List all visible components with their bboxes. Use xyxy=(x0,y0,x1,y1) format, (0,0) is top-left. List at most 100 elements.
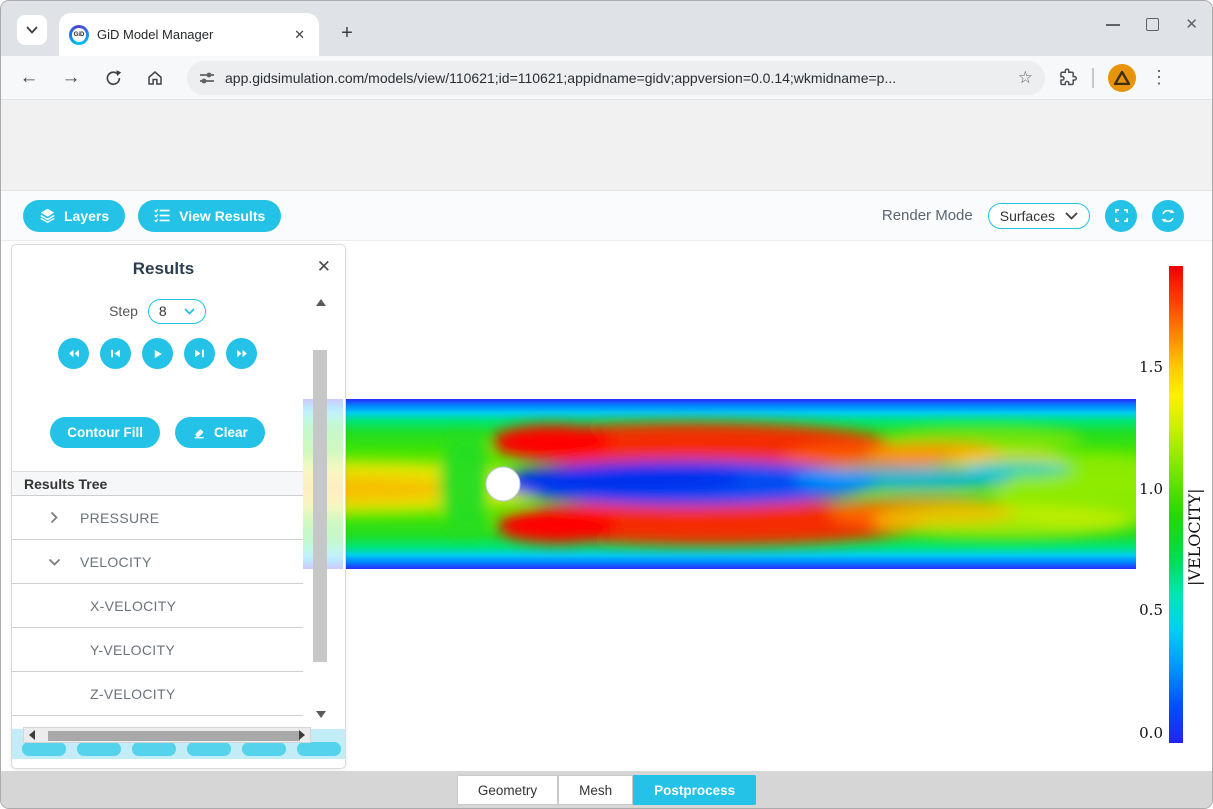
tree-item-label[interactable]: Y-VELOCITY xyxy=(90,641,175,658)
refresh-icon xyxy=(1161,208,1175,223)
scroll-right-arrow-icon[interactable] xyxy=(299,730,305,740)
contour-fill-label: Contour Fill xyxy=(67,425,143,440)
quick-action-pill[interactable] xyxy=(22,742,66,756)
tab-close-icon[interactable]: ✕ xyxy=(294,26,305,42)
url-text[interactable]: app.gidsimulation.com/models/view/110621… xyxy=(225,69,897,86)
colorbar-gradient xyxy=(1169,266,1183,743)
results-panel-header: Results ✕ xyxy=(12,245,345,292)
tree-item-label[interactable]: Z-VELOCITY xyxy=(90,685,176,702)
extensions-icon[interactable] xyxy=(1057,67,1078,88)
quick-action-pill[interactable] xyxy=(242,742,286,756)
layers-button[interactable]: Layers xyxy=(23,199,126,232)
reload-button[interactable] xyxy=(99,64,127,92)
close-icon[interactable]: ✕ xyxy=(316,257,331,276)
forward-button[interactable]: → xyxy=(61,66,81,88)
url-bar[interactable]: app.gidsimulation.com/models/view/110621… xyxy=(187,60,1045,95)
fast-forward-button[interactable] xyxy=(226,338,257,369)
chevron-down-icon[interactable] xyxy=(48,558,61,566)
footer-bar: Geometry Mesh Postprocess xyxy=(1,771,1212,808)
bookmark-star-icon[interactable]: ☆ xyxy=(1017,67,1033,87)
view-results-button[interactable]: View Results xyxy=(138,199,282,232)
scroll-left-arrow-icon[interactable] xyxy=(29,730,35,740)
contour-fill-button[interactable]: Contour Fill xyxy=(50,417,160,448)
render-mode-select[interactable]: Surfaces xyxy=(987,202,1090,229)
window-minimize-button[interactable] xyxy=(1106,23,1121,26)
colorbar-tick: 0.0 xyxy=(1139,724,1163,742)
quick-action-pill[interactable] xyxy=(77,742,121,756)
quick-action-pill[interactable] xyxy=(187,742,231,756)
tree-item-x-velocity[interactable]: X-VELOCITY xyxy=(12,584,303,628)
rewind-icon xyxy=(68,349,79,358)
refresh-button[interactable] xyxy=(1152,199,1184,232)
tree-item-velocity[interactable]: VELOCITY xyxy=(12,540,303,584)
back-button[interactable]: ← xyxy=(19,66,39,88)
horizontal-scrollbar-thumb[interactable] xyxy=(48,730,300,741)
colorbar-tick: 1.5 xyxy=(1139,358,1163,376)
checklist-icon xyxy=(154,208,170,223)
chevron-down-icon xyxy=(1065,211,1078,220)
chevron-right-icon[interactable] xyxy=(50,511,58,524)
skip-start-button[interactable] xyxy=(100,338,131,369)
tab-geometry[interactable]: Geometry xyxy=(456,775,559,805)
play-icon xyxy=(154,349,162,358)
browser-menu-button[interactable]: ⋮ xyxy=(1150,67,1168,87)
app-header: GiD GiDv testKratosFluid2Dshort116k.gid … xyxy=(1,100,1212,278)
tab-title: GiD Model Manager xyxy=(97,27,214,42)
step-label: Step xyxy=(109,303,138,319)
browser-tab[interactable]: GiD GiD Model Manager ✕ xyxy=(59,13,319,56)
colorbar-tick: 1.0 xyxy=(1139,480,1163,498)
render-mode-label: Render Mode xyxy=(881,207,973,224)
eraser-icon xyxy=(194,429,204,439)
tree-item-z-velocity[interactable]: Z-VELOCITY xyxy=(12,672,303,716)
tree-item-label[interactable]: PRESSURE xyxy=(80,509,160,526)
layers-label: Layers xyxy=(64,207,110,224)
home-button[interactable] xyxy=(141,64,169,92)
gid-favicon-icon: GiD xyxy=(69,24,89,45)
site-settings-icon[interactable] xyxy=(199,70,215,86)
play-button[interactable] xyxy=(142,338,173,369)
fullscreen-icon xyxy=(1114,209,1128,222)
step-select[interactable]: 8 xyxy=(147,298,206,324)
scroll-up-arrow-icon[interactable] xyxy=(316,299,326,306)
window-maximize-button[interactable] xyxy=(1146,18,1160,31)
tree-item-label[interactable]: X-VELOCITY xyxy=(90,597,177,614)
tree-item-pressure[interactable]: PRESSURE xyxy=(12,496,303,540)
tab-mesh[interactable]: Mesh xyxy=(558,775,634,805)
cylinder-obstacle xyxy=(485,466,521,502)
extension-avatar-icon[interactable] xyxy=(1108,63,1136,92)
panel-bottom-strip xyxy=(12,727,345,759)
results-panel: Results ✕ Step 8 xyxy=(11,244,346,769)
browser-navbar: ← → app.gidsimulation.com/models/view/11… xyxy=(1,56,1212,100)
colorbar-tick: 0.5 xyxy=(1139,601,1163,619)
tree-item-label[interactable]: VELOCITY xyxy=(80,553,152,570)
colorbar-title: |VELOCITY| xyxy=(1185,488,1204,586)
viewport-canvas[interactable]: 1.5 1.0 0.5 0.0 |VELOCITY| Results ✕ Ste… xyxy=(1,241,1212,771)
tab-search-button[interactable] xyxy=(17,15,47,45)
skip-end-icon xyxy=(195,349,204,358)
skip-start-icon xyxy=(111,349,120,358)
velocity-contour-plot[interactable] xyxy=(303,399,1136,569)
layers-icon xyxy=(40,208,55,224)
vertical-scrollbar-thumb[interactable] xyxy=(313,350,327,662)
clear-button[interactable]: Clear xyxy=(174,417,265,448)
scroll-down-arrow-icon[interactable] xyxy=(316,711,326,718)
new-tab-button[interactable]: + xyxy=(341,21,353,44)
tab-postprocess[interactable]: Postprocess xyxy=(633,775,757,805)
skip-end-button[interactable] xyxy=(184,338,215,369)
quick-action-pill[interactable] xyxy=(297,742,341,756)
chevron-down-icon xyxy=(26,26,38,34)
step-value: 8 xyxy=(158,303,167,319)
rewind-button[interactable] xyxy=(58,338,89,369)
tab-strip: GiD GiD Model Manager ✕ + ✕ xyxy=(1,1,1212,56)
results-tree-header: Results Tree xyxy=(12,471,303,496)
tree-item-y-velocity[interactable]: Y-VELOCITY xyxy=(12,628,303,672)
fast-forward-icon xyxy=(236,349,247,358)
render-mode-value: Surfaces xyxy=(999,207,1055,224)
quick-action-pill[interactable] xyxy=(132,742,176,756)
horizontal-scrollbar[interactable] xyxy=(23,727,311,743)
app-toolbar: Layers View Results Render Mode Surfaces xyxy=(1,191,1212,241)
window-close-button[interactable]: ✕ xyxy=(1185,16,1198,33)
fullscreen-button[interactable] xyxy=(1105,199,1137,232)
divider xyxy=(1092,67,1094,88)
